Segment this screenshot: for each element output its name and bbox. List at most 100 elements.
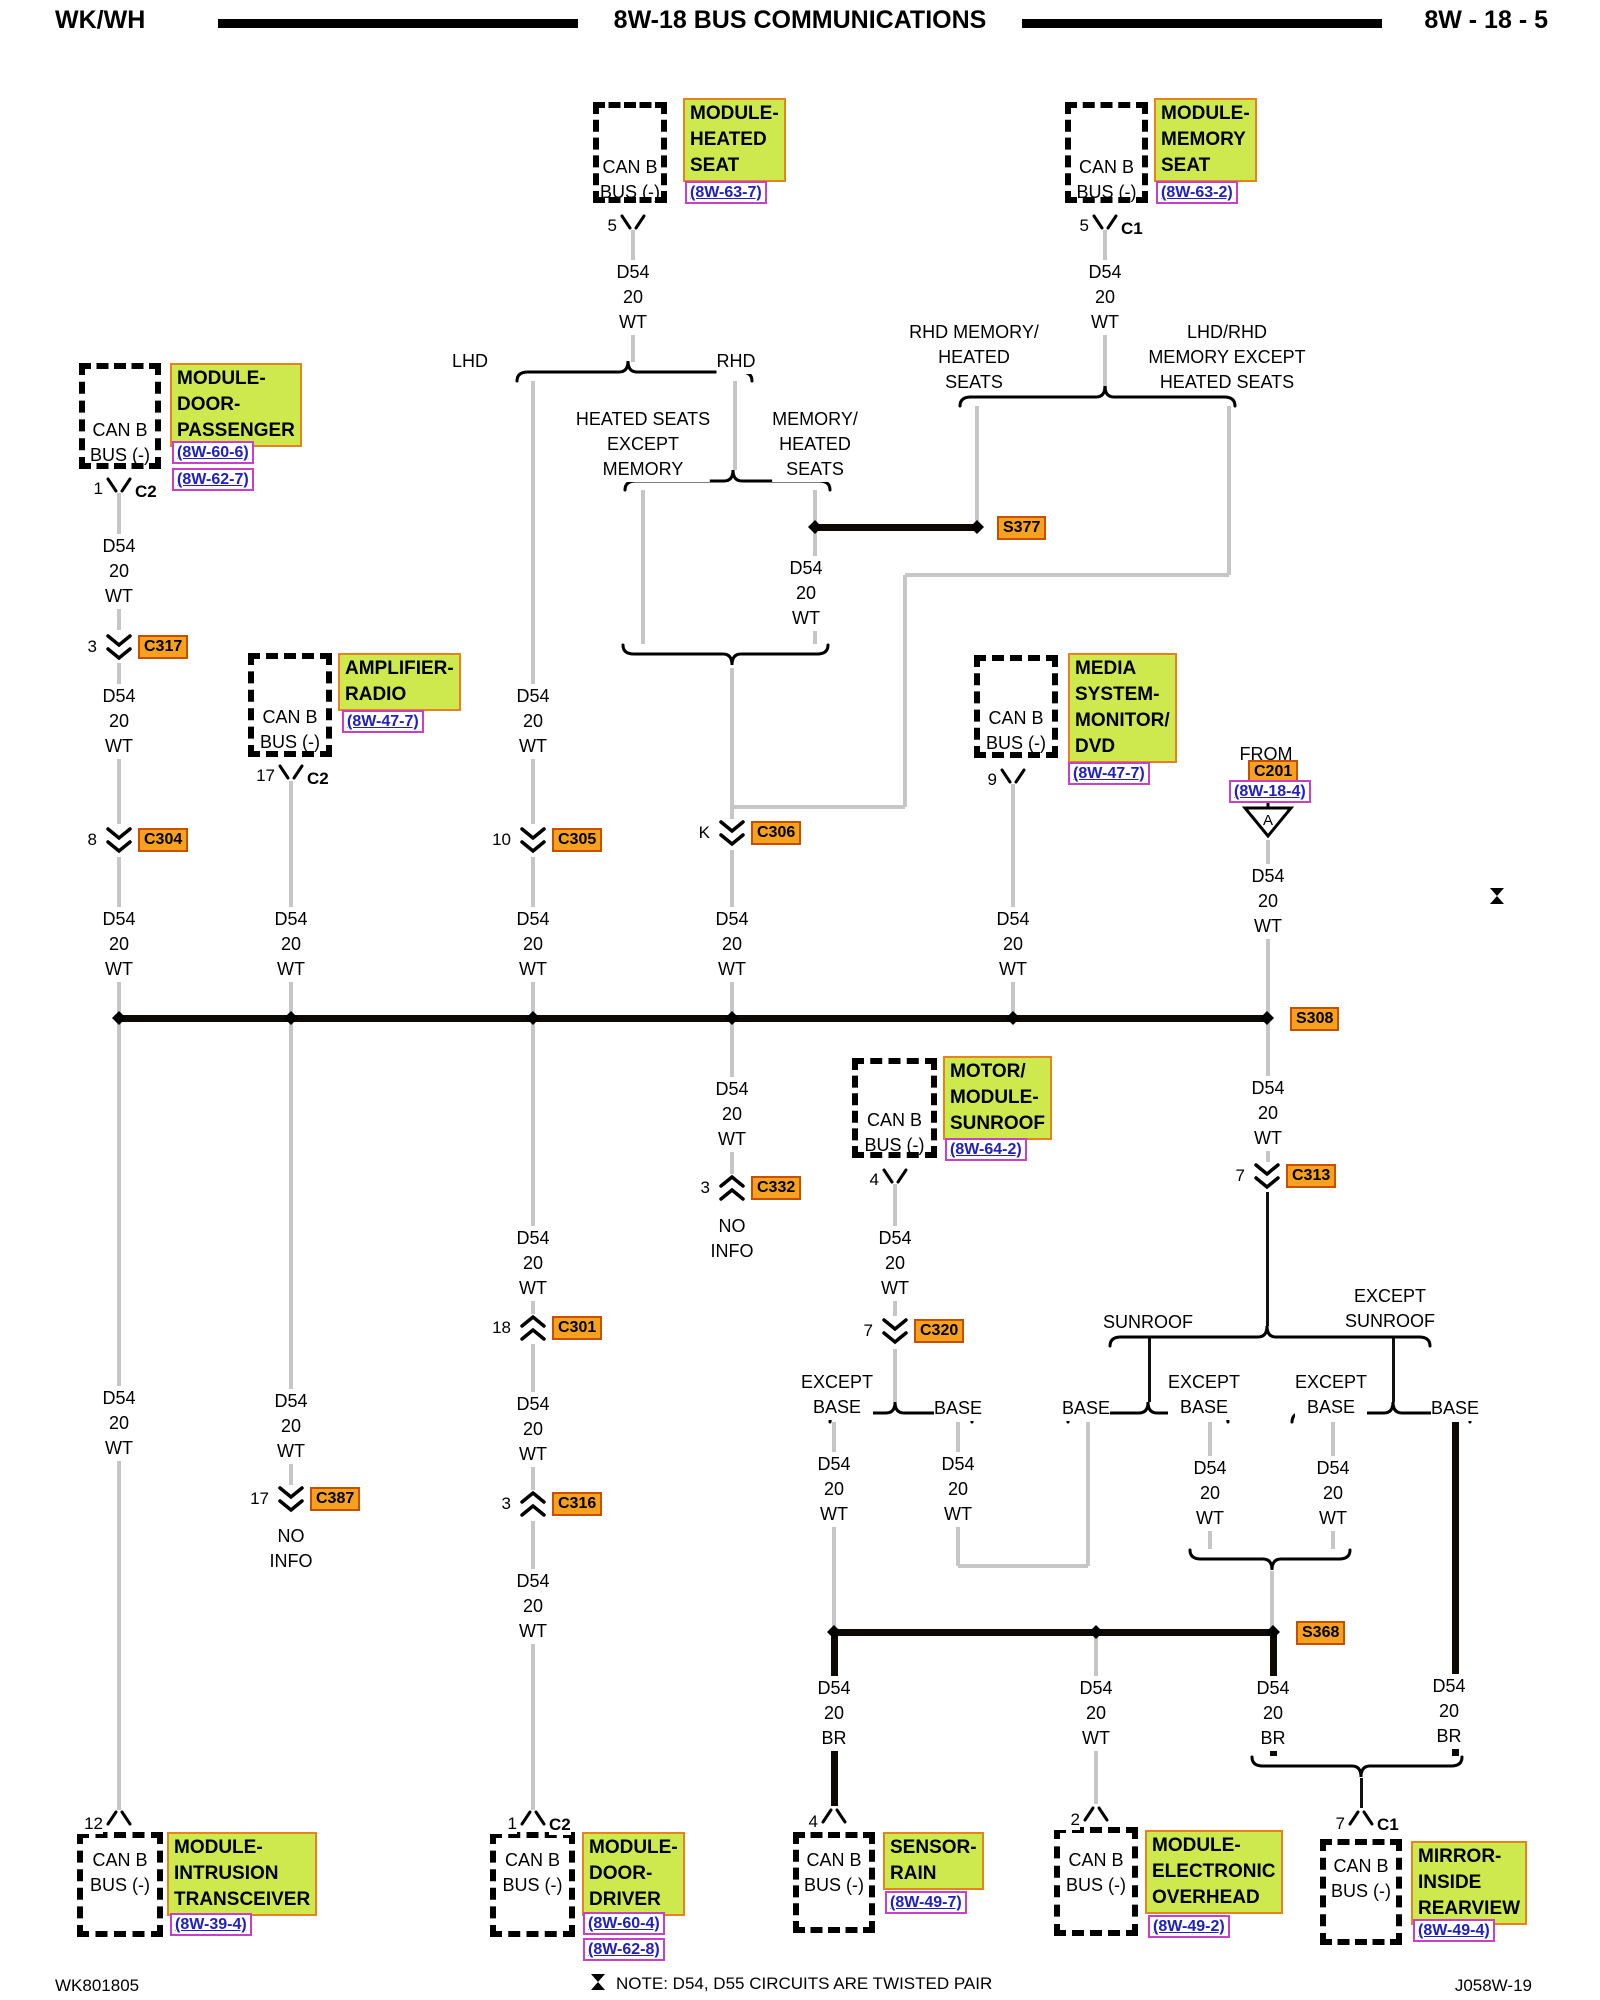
split-brace bbox=[1108, 1325, 1432, 1348]
page-ref-link[interactable]: (8W-62-7) bbox=[172, 468, 254, 491]
wire-label: D54 20 WT bbox=[514, 1226, 552, 1301]
condition-label: LHD bbox=[451, 349, 489, 374]
module-label-sensor-rain: SENSOR- RAIN bbox=[883, 1832, 984, 1890]
wire-label: D54 20 WT bbox=[876, 1226, 914, 1301]
merge-brace bbox=[1188, 1548, 1352, 1571]
connector-name: C2 bbox=[135, 482, 157, 502]
module-box-text: CAN B bbox=[602, 157, 658, 177]
page-number: 8W - 18 - 5 bbox=[1424, 6, 1548, 34]
split-brace bbox=[958, 385, 1237, 408]
junction-dot bbox=[1006, 1011, 1020, 1025]
footer-revision-code: J058W-19 bbox=[1454, 1976, 1532, 1995]
connector-ref-C387: C387 bbox=[310, 1487, 361, 1511]
module-box-text: CAN B bbox=[92, 1850, 148, 1870]
pin-number: 7 bbox=[833, 1321, 873, 1341]
condition-label: EXCEPT BASE bbox=[800, 1370, 874, 1420]
condition-label: MEMORY/HEATED SEATS bbox=[772, 407, 858, 482]
page-ref-link[interactable]: (8W-63-2) bbox=[1156, 181, 1238, 204]
module-box-text: BUS (-) bbox=[90, 445, 150, 465]
page-ref-link[interactable]: (8W-63-7) bbox=[685, 181, 767, 204]
wire-segment-black bbox=[1359, 1778, 1363, 1808]
module-box-module-electronic-overhead bbox=[1054, 1827, 1138, 1936]
page-ref-link[interactable]: (8W-47-7) bbox=[1068, 762, 1150, 785]
chevron-connector-icon bbox=[882, 1318, 908, 1345]
page-ref-link[interactable]: (8W-49-4) bbox=[1413, 1919, 1495, 1942]
chevron-connector-icon bbox=[1254, 1163, 1280, 1190]
wire-label: D54 20 WT bbox=[713, 1077, 751, 1152]
page-ref-link[interactable]: (8W-49-2) bbox=[1148, 1915, 1230, 1938]
y-connector-icon bbox=[1083, 1806, 1109, 1822]
module-label-motor-module-sunroof: MOTOR/MODULE- SUNROOF bbox=[943, 1056, 1052, 1140]
header-rule bbox=[218, 19, 578, 28]
module-box-sensor-rain bbox=[793, 1832, 875, 1933]
merge-brace bbox=[1250, 1755, 1464, 1778]
junction-dot bbox=[970, 520, 984, 534]
condition-label: NO INFO bbox=[269, 1524, 313, 1574]
wire-segment bbox=[1086, 1422, 1090, 1566]
wire-segment bbox=[1227, 406, 1231, 575]
module-box-text: BUS (-) bbox=[600, 182, 660, 202]
page-title: 8W-18 BUS COMMUNICATIONS bbox=[613, 6, 987, 34]
pin-number: K bbox=[670, 823, 710, 843]
module-box-text: CAN B bbox=[1078, 157, 1135, 177]
page-ref-link[interactable]: (8W-49-7) bbox=[885, 1891, 967, 1914]
chevron-connector-icon bbox=[278, 1486, 304, 1513]
wire-segment bbox=[958, 1564, 1088, 1568]
chevron-connector-icon bbox=[106, 827, 132, 854]
wire-label: D54 20 WT bbox=[787, 556, 825, 631]
page-ref-link[interactable]: (8W-64-2) bbox=[945, 1138, 1027, 1161]
wire-label: D54 20 WT bbox=[1249, 1076, 1287, 1151]
pin-number: 7 bbox=[1205, 1166, 1245, 1186]
chevron-connector-icon bbox=[106, 634, 132, 661]
y-connector-icon bbox=[520, 1810, 546, 1826]
page-ref-link[interactable]: (8W-18-4) bbox=[1229, 780, 1311, 803]
module-box-text: BUS (-) bbox=[1066, 1875, 1126, 1895]
wire-label: D54 20 WT bbox=[514, 907, 552, 982]
wire-segment-black bbox=[1451, 1422, 1459, 1756]
page-ref-link[interactable]: (8W-47-7) bbox=[342, 710, 424, 733]
y-connector-icon bbox=[821, 1808, 847, 1824]
wire-label: D54 20 WT bbox=[1086, 260, 1124, 335]
pin-number: 4 bbox=[778, 1812, 818, 1832]
pin-number: 3 bbox=[670, 1178, 710, 1198]
condition-label: BASE bbox=[1061, 1396, 1111, 1421]
splice-ref-S377: S377 bbox=[997, 516, 1047, 540]
pin-number: 5 bbox=[1049, 216, 1089, 236]
wire-label: D54 20 WT bbox=[815, 1452, 853, 1527]
module-box-media-system-monitor-dvd bbox=[974, 655, 1058, 758]
module-box-text: BUS (-) bbox=[986, 733, 1046, 753]
connector-ref-C301: C301 bbox=[552, 1316, 603, 1340]
header-rule bbox=[1022, 19, 1382, 28]
junction-dot bbox=[725, 1011, 739, 1025]
condition-label: RHD bbox=[716, 349, 756, 374]
page-ref-link[interactable]: (8W-60-4) bbox=[583, 1912, 665, 1935]
y-connector-icon bbox=[106, 477, 132, 493]
condition-label: NO INFO bbox=[710, 1214, 754, 1264]
connector-name: C1 bbox=[1121, 219, 1143, 239]
wire-label: D54 20 WT bbox=[272, 907, 310, 982]
wire-label: D54 20 WT bbox=[100, 1386, 138, 1461]
module-label-media-system-monitor-dvd: MEDIA SYSTEM- MONITOR/DVD bbox=[1068, 653, 1177, 763]
connector-ref-C306: C306 bbox=[751, 821, 802, 845]
wire-segment bbox=[289, 781, 293, 1014]
pin-number: 8 bbox=[57, 830, 97, 850]
module-label-module-heated-seat: MODULE- HEATED SEAT bbox=[683, 98, 786, 182]
page-ref-link[interactable]: (8W-39-4) bbox=[170, 1913, 252, 1936]
wire-segment bbox=[641, 490, 645, 644]
page-ref-link[interactable]: (8W-62-8) bbox=[583, 1938, 665, 1961]
wire-label: D54 20 WT bbox=[100, 684, 138, 759]
connector-ref-C304: C304 bbox=[138, 828, 189, 852]
module-box-module-heated-seat bbox=[593, 102, 667, 203]
module-box-text: BUS (-) bbox=[260, 732, 320, 752]
twisted-pair-icon bbox=[1490, 888, 1504, 904]
y-connector-icon bbox=[1348, 1810, 1374, 1826]
wire-segment-black bbox=[1147, 1338, 1151, 1402]
page-ref-link[interactable]: (8W-60-6) bbox=[172, 441, 254, 464]
pin-number: 3 bbox=[57, 637, 97, 657]
wire-segment bbox=[733, 381, 737, 470]
junction-dot bbox=[1266, 1625, 1280, 1639]
module-box-text: CAN B bbox=[988, 708, 1044, 728]
triangle-ref-icon bbox=[1241, 806, 1295, 839]
y-connector-icon bbox=[106, 1810, 132, 1826]
